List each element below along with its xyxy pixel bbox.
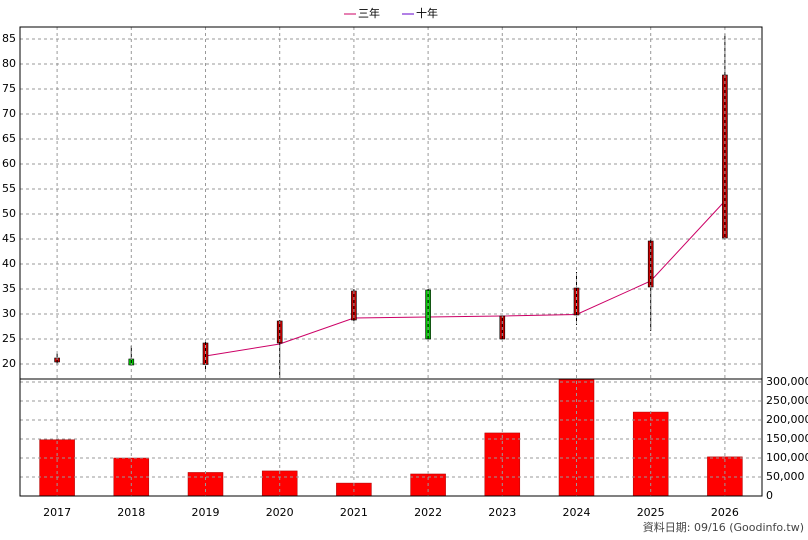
- legend-label: 十年: [416, 6, 438, 20]
- y2-tick-label: 50,000: [766, 470, 805, 483]
- x-tick-label: 2018: [117, 506, 145, 519]
- y2-tick-label: 0: [766, 489, 773, 502]
- legend-label: 三年: [358, 6, 380, 20]
- x-tick-label: 2024: [563, 506, 591, 519]
- x-tick-label: 2025: [637, 506, 665, 519]
- x-tick-label: 2019: [192, 506, 220, 519]
- x-tick-label: 2017: [43, 506, 71, 519]
- y-tick-label: 45: [2, 232, 16, 245]
- y2-tick-label: 250,000: [766, 394, 808, 407]
- y-tick-label: 30: [2, 307, 16, 320]
- y2-tick-label: 300,000: [766, 375, 808, 388]
- x-tick-label: 2026: [711, 506, 739, 519]
- x-tick-label: 2023: [488, 506, 516, 519]
- y2-tick-label: 200,000: [766, 413, 808, 426]
- x-tick-label: 2020: [266, 506, 294, 519]
- y2-tick-label: 100,000: [766, 451, 808, 464]
- y-tick-label: 85: [2, 32, 16, 45]
- y-tick-label: 65: [2, 132, 16, 145]
- y-tick-label: 55: [2, 182, 16, 195]
- y-tick-label: 75: [2, 82, 16, 95]
- x-tick-label: 2021: [340, 506, 368, 519]
- y-tick-label: 80: [2, 57, 16, 70]
- y-tick-label: 35: [2, 282, 16, 295]
- x-tick-label: 2022: [414, 506, 442, 519]
- y-tick-label: 40: [2, 257, 16, 270]
- y-tick-label: 50: [2, 207, 16, 220]
- plot-frame: [19, 26, 763, 497]
- y-tick-label: 60: [2, 157, 16, 170]
- y2-tick-label: 150,000: [766, 432, 808, 445]
- y-tick-label: 25: [2, 332, 16, 345]
- y-tick-label: 20: [2, 357, 16, 370]
- y-tick-label: 70: [2, 107, 16, 120]
- source-note: 資料日期: 09/16 (Goodinfo.tw): [643, 520, 804, 534]
- ma-line: [205, 200, 726, 357]
